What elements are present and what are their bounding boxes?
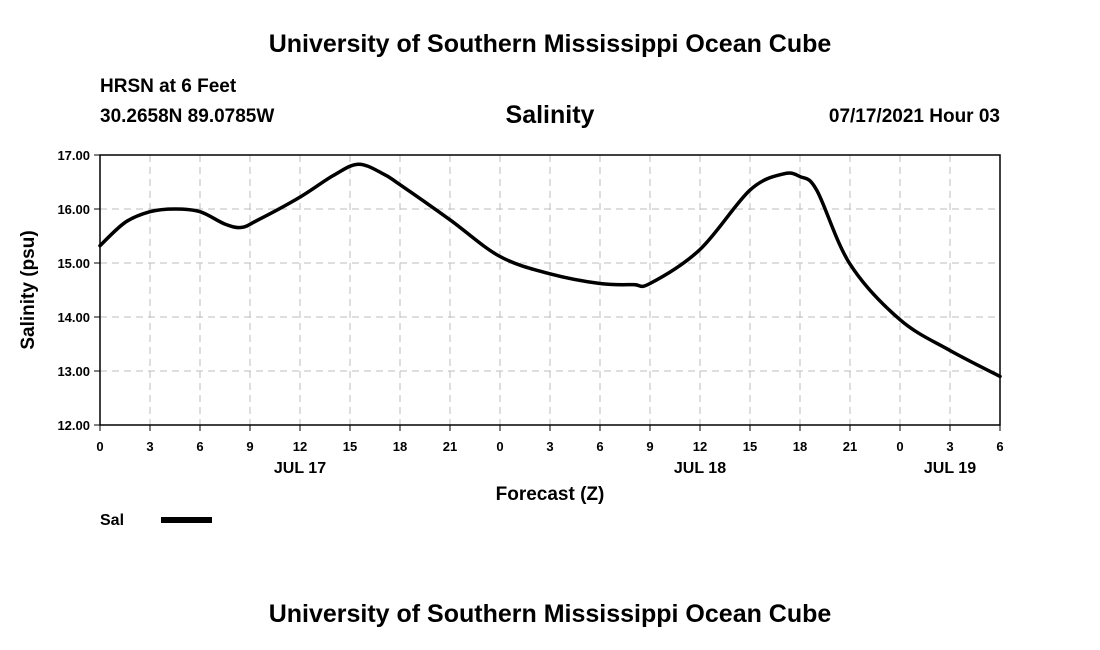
main-title: University of Southern Mississippi Ocean… bbox=[268, 30, 832, 58]
x-date-label: JUL 18 bbox=[674, 460, 726, 477]
x-tick-label: 6 bbox=[196, 439, 203, 454]
series-layer bbox=[98, 162, 1002, 379]
y-tick-label: 12.00 bbox=[57, 418, 90, 433]
y-tick-label: 17.00 bbox=[57, 148, 90, 163]
x-tick-label: 0 bbox=[96, 439, 103, 454]
x-tick-label: 15 bbox=[343, 439, 357, 454]
axis-labels: Forecast (Z) Salinity (psu) bbox=[18, 230, 604, 505]
forecast-run-time: 07/17/2021 Hour 03 bbox=[828, 106, 1000, 127]
grid bbox=[100, 155, 1000, 425]
y-tick-label: 16.00 bbox=[57, 202, 90, 217]
x-tick-label: 9 bbox=[246, 439, 253, 454]
x-tick-label: 9 bbox=[646, 439, 653, 454]
x-tick-label: 3 bbox=[546, 439, 553, 454]
x-tick-label: 12 bbox=[693, 439, 707, 454]
x-date-label: JUL 19 bbox=[924, 460, 976, 477]
x-tick-label: 3 bbox=[946, 439, 953, 454]
x-tick-label: 21 bbox=[443, 439, 457, 454]
x-tick-label: 18 bbox=[793, 439, 807, 454]
station-coordinates: 30.2658N 89.0785W bbox=[100, 106, 275, 127]
x-tick-label: 12 bbox=[293, 439, 307, 454]
x-date-label: JUL 17 bbox=[274, 460, 326, 477]
x-tick-label: 0 bbox=[896, 439, 903, 454]
x-axis-title: Forecast (Z) bbox=[496, 484, 605, 505]
footer-title: University of Southern Mississippi Ocean… bbox=[268, 600, 832, 628]
y-tick-label: 15.00 bbox=[57, 256, 90, 271]
legend: Sal bbox=[100, 512, 212, 529]
x-tick-label: 6 bbox=[596, 439, 603, 454]
x-tick-label: 15 bbox=[743, 439, 757, 454]
axis-ticks: 12.00 13.00 14.00 15.00 16.00 17.00 0 3 6 9 12 15 18… bbox=[57, 148, 1003, 477]
station-name: HRSN at 6 Feet bbox=[100, 76, 237, 97]
x-tick-label: 18 bbox=[393, 439, 407, 454]
x-tick-label: 3 bbox=[146, 439, 153, 454]
legend-label-sal: Sal bbox=[100, 512, 124, 529]
y-axis-title: Salinity (psu) bbox=[18, 230, 39, 349]
chart-title: Salinity bbox=[505, 101, 595, 129]
x-tick-label: 0 bbox=[496, 439, 503, 454]
x-tick-label: 21 bbox=[843, 439, 857, 454]
x-tick-label: 6 bbox=[996, 439, 1003, 454]
y-tick-label: 14.00 bbox=[57, 310, 90, 325]
y-tick-label: 13.00 bbox=[57, 364, 90, 379]
series-line-sal bbox=[98, 162, 1002, 379]
